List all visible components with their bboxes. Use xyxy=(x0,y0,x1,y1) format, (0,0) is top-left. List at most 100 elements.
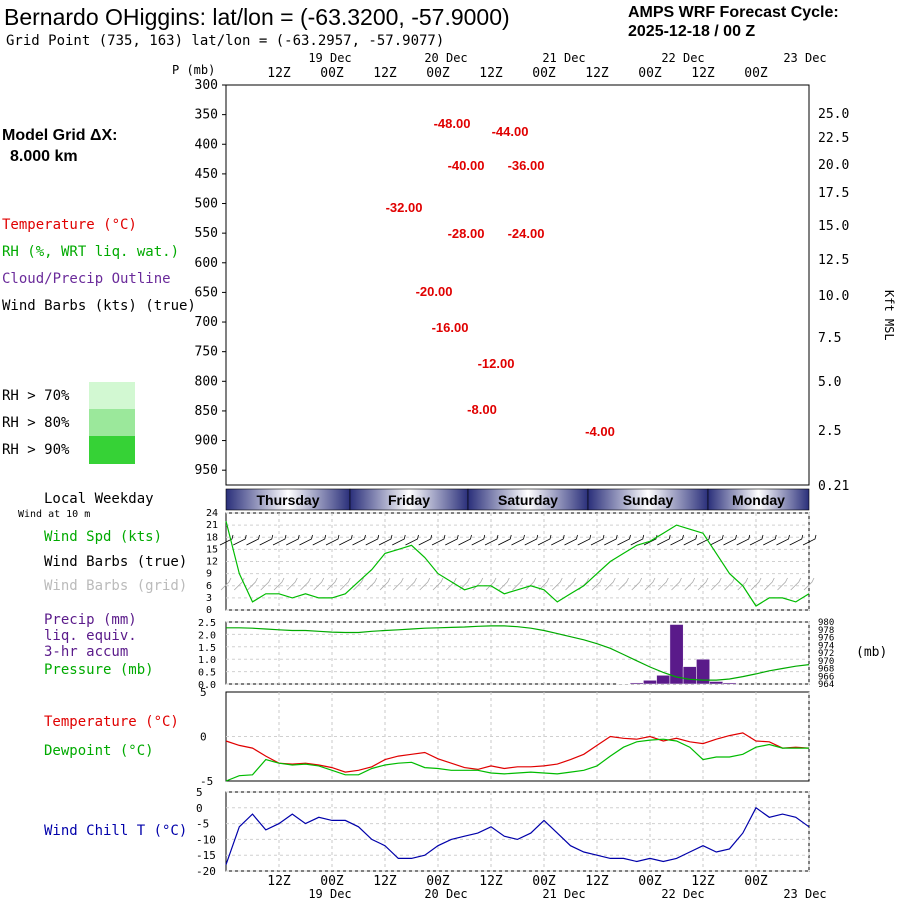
bottom-time-tick: 00Z xyxy=(532,874,556,889)
height-tick-label: 22.5 xyxy=(818,131,849,146)
height-tick-label: 10.0 xyxy=(818,289,849,304)
wind-barb-grid xyxy=(273,577,285,591)
bottom-time-tick: 12Z xyxy=(479,874,503,889)
precip-tick-label: 2.0 xyxy=(198,630,216,641)
wind-barb-true xyxy=(524,534,539,546)
wind-barb-grid xyxy=(353,577,364,591)
wind-barb-true xyxy=(604,534,618,546)
wind-barb-grid xyxy=(604,577,616,591)
wind-barb-grid xyxy=(366,577,378,591)
wind-barb-true xyxy=(431,534,446,546)
dewpoint-series-label: Dewpoint (°C) xyxy=(44,743,154,759)
pressure-tick-label: 976 xyxy=(818,634,834,644)
isotherm-label: -24.00 xyxy=(508,226,545,241)
wind-barb-true xyxy=(339,534,353,546)
top-time-tick: 12Z xyxy=(479,66,503,81)
temperature-tick-label: 0 xyxy=(200,731,207,744)
pressure-tick-label: 950 xyxy=(195,463,218,478)
wind-tick-label: 15 xyxy=(206,544,218,555)
pressure-tick-label: 972 xyxy=(818,649,834,659)
height-axis-title: Kft MSL xyxy=(882,290,896,341)
top-date-label: 22 Dec xyxy=(661,51,704,65)
bottom-date-label: 19 Dec xyxy=(308,887,351,900)
wind-barb-true xyxy=(511,534,525,546)
wind-barb-grid xyxy=(803,577,815,591)
isotherm-label: -36.00 xyxy=(508,158,545,173)
wind-barb-true xyxy=(286,534,300,546)
wind-chill-tick-label: -15 xyxy=(196,849,216,862)
rh70-label: RH > 70% xyxy=(2,388,70,404)
wind-barb-grid xyxy=(300,577,311,591)
wind-chill-label: Wind Chill T (°C) xyxy=(44,823,188,839)
wind-barb-grid xyxy=(644,577,656,591)
weekday-label: Sunday xyxy=(623,492,674,508)
isotherm-label: -28.00 xyxy=(448,226,485,241)
pressure-label: Pressure (mb) xyxy=(44,662,154,678)
height-tick-label: 2.5 xyxy=(818,424,841,439)
grid-point-subtitle: Grid Point (735, 163) lat/lon = (-63.295… xyxy=(6,33,445,49)
wind-barb-true xyxy=(537,534,552,546)
wind-tick-label: 24 xyxy=(206,508,218,519)
bottom-time-tick: 12Z xyxy=(585,874,609,889)
wind-tick-label: 3 xyxy=(206,593,212,604)
wind-barb-grid xyxy=(591,577,603,591)
cross-section-background xyxy=(226,85,809,485)
top-time-tick: 12Z xyxy=(691,66,715,81)
height-tick-label: 12.5 xyxy=(818,253,849,268)
top-date-label: 21 Dec xyxy=(542,51,585,65)
isotherm-label: -20.00 xyxy=(416,284,453,299)
wind-barb-true xyxy=(405,534,419,546)
temperature-line xyxy=(225,732,810,773)
pressure-tick-label: 900 xyxy=(195,434,218,449)
wind-barb-true xyxy=(392,534,406,546)
temperature-tick-label: 5 xyxy=(200,686,207,699)
wind-barb-grid xyxy=(326,577,338,591)
wind-barb-grid xyxy=(419,577,431,591)
wind-barb-true xyxy=(696,534,711,546)
model-grid-value: 8.000 km xyxy=(10,148,78,165)
top-time-tick: 00Z xyxy=(744,66,768,81)
bottom-time-tick: 12Z xyxy=(373,874,397,889)
station-title: Bernardo OHiggins: lat/lon = (-63.3200, … xyxy=(4,4,510,30)
cloud-outline-legend: Cloud/Precip Outline xyxy=(2,271,171,287)
height-tick-label: 0.21 xyxy=(818,479,849,494)
isotherm-label: -16.00 xyxy=(432,320,469,335)
rh90-label: RH > 90% xyxy=(2,442,70,458)
wind-barb-true xyxy=(498,534,512,546)
rh80-label: RH > 80% xyxy=(2,415,70,431)
wind-barb-true xyxy=(643,534,658,546)
wind-barb-grid xyxy=(445,577,457,591)
wind-tick-label: 12 xyxy=(206,557,218,568)
wind-barb-true xyxy=(458,534,472,546)
wind-barb-true xyxy=(299,534,313,546)
top-time-tick: 00Z xyxy=(638,66,662,81)
pressure-tick-label: 980 xyxy=(818,618,834,628)
top-time-tick: 12Z xyxy=(267,66,291,81)
pressure-line xyxy=(226,625,810,681)
height-tick-label: 5.0 xyxy=(818,375,841,390)
precip-bar xyxy=(696,658,710,685)
wind-barb-true xyxy=(683,534,698,546)
wind-barbs-grid-label: Wind Barbs (grid) xyxy=(44,578,188,594)
pressure-tick-label: 650 xyxy=(195,285,218,300)
wind-speed-line xyxy=(225,520,810,607)
bottom-date-label: 20 Dec xyxy=(424,887,467,900)
wind-barb-true xyxy=(590,534,605,546)
wind-barb-true xyxy=(365,534,380,546)
precip-bar xyxy=(709,681,724,685)
wind-barb-true xyxy=(378,534,393,546)
wind-barb-true xyxy=(789,534,804,546)
wind-barb-true xyxy=(617,534,631,546)
wind-barb-grid xyxy=(247,577,258,591)
precip-bar xyxy=(616,683,631,685)
rh70-swatch xyxy=(89,382,135,409)
pressure-tick-label: 974 xyxy=(818,641,834,651)
bottom-time-tick: 00Z xyxy=(426,874,450,889)
isotherm-label: -8.00 xyxy=(467,402,497,417)
wind-barb-grid xyxy=(485,577,497,591)
forecast-cycle-line2: 2025-12-18 / 00 Z xyxy=(628,23,756,40)
wind-barb-grid xyxy=(432,577,444,591)
wind-barb-grid xyxy=(790,577,802,591)
wind-barb-grid xyxy=(512,577,523,591)
